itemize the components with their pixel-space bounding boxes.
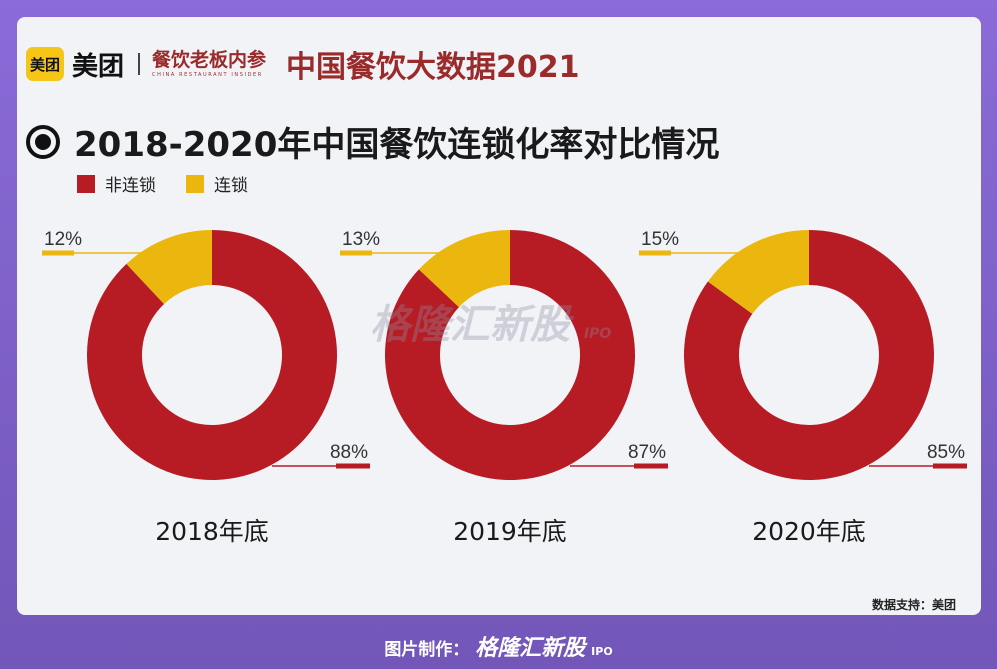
donut-0-chain-label: 12%: [44, 229, 82, 250]
meituan-logo-badge: 美团: [26, 47, 64, 81]
chart-card: [17, 17, 981, 615]
watermark-ipo: IPO: [583, 326, 612, 342]
donut-0-slice-non-chain: [87, 230, 337, 481]
header-divider: [138, 53, 141, 75]
meituan-name: 美团: [72, 51, 125, 82]
donut-2-slice-non-chain: [684, 230, 934, 480]
donut-2-non-chain-label: 85%: [927, 442, 965, 463]
donut-2-slice-chain: [707, 230, 809, 314]
donut-2-chain-leader-bar: [639, 250, 671, 256]
credit-brand: 格隆汇新股: [475, 636, 586, 661]
donut-0-non-chain-label: 88%: [330, 442, 368, 463]
donut-0-non-chain-leader-bar: [336, 463, 370, 469]
brand2-en: CHINA RESTAURANT INSIDER: [152, 72, 263, 78]
legend-label-chain: 连锁: [214, 176, 248, 196]
image-credit: 图片制作： 格隆汇新股 IPO: [0, 630, 997, 662]
donut-2-chain-label: 15%: [641, 229, 679, 250]
legend-item-chain: 连锁: [186, 171, 248, 196]
donut-0-slice-chain: [126, 230, 212, 304]
brand2-cn: 餐饮老板内参: [152, 49, 267, 71]
credit-label: 图片制作：: [384, 640, 470, 660]
legend-label-non-chain: 非连锁: [105, 176, 156, 196]
chart-title-row: 2018-2020年中国餐饮连锁化率对比情况: [26, 117, 719, 166]
chart-title: 2018-2020年中国餐饮连锁化率对比情况: [74, 125, 720, 165]
credit-ipo: IPO: [591, 645, 613, 658]
watermark-text: 格隆汇新股: [370, 302, 570, 348]
data-source-note: 数据支持：美团: [872, 598, 957, 612]
donut-2-non-chain-leader-bar: [933, 463, 967, 469]
donut-1-non-chain-label: 87%: [628, 442, 666, 463]
bullet-icon: [26, 124, 60, 159]
donut-1-slice-chain: [418, 230, 510, 308]
donut-1-slice-non-chain: [385, 230, 636, 480]
donut-1-chain-leader-bar: [340, 250, 372, 256]
watermark: 格隆汇新股 IPO: [370, 292, 611, 350]
legend: 非连锁 连锁: [77, 171, 278, 196]
legend-swatch-chain: [186, 174, 204, 193]
donut-1-caption: 2019年底: [453, 517, 567, 546]
header: 美团 美团 餐饮老板内参 CHINA RESTAURANT INSIDER 中国…: [26, 44, 580, 85]
legend-swatch-non-chain: [77, 174, 95, 193]
donut-1-non-chain-leader-bar: [634, 463, 668, 469]
legend-item-non-chain: 非连锁: [77, 171, 156, 196]
donut-0-caption: 2018年底: [155, 517, 269, 546]
donut-0-chain-leader-bar: [42, 250, 74, 256]
restaurant-insider-logo: 餐饮老板内参 CHINA RESTAURANT INSIDER: [152, 49, 266, 79]
donut-1-chain-label: 13%: [342, 229, 380, 250]
donut-2-caption: 2020年底: [752, 517, 866, 546]
report-title: 中国餐饮大数据2021: [286, 50, 580, 85]
